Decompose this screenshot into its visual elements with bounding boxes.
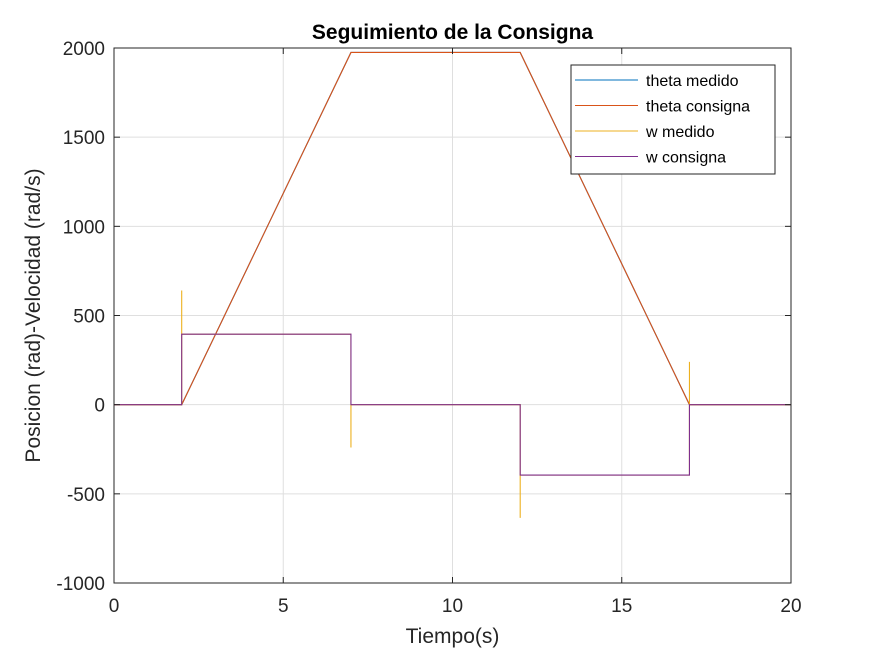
y-tick-label: 2000 <box>63 39 105 60</box>
y-tick-label: -1000 <box>56 574 105 595</box>
y-tick-label: 1500 <box>63 128 105 149</box>
series-line-3 <box>114 333 791 476</box>
legend-box <box>570 64 776 175</box>
y-tick-label: 1000 <box>63 217 105 238</box>
legend-entry-label: theta medido <box>646 73 739 90</box>
x-axis-label: Tiempo(s) <box>406 625 500 648</box>
x-tick-label: 10 <box>442 596 463 617</box>
legend-entry-label: w medido <box>645 124 715 141</box>
x-tick-label: 15 <box>611 596 632 617</box>
x-tick-label: 0 <box>109 596 120 617</box>
legend: theta medido theta consigna w medido w cons… <box>570 64 776 175</box>
legend-entry-label: w consigna <box>645 150 726 167</box>
axis-ticks: 0 5 10 15 20 -1000 -500 0 500 1000 1500 2000 <box>56 39 801 617</box>
x-tick-label: 5 <box>278 596 289 617</box>
y-tick-label: -500 <box>67 485 105 506</box>
series-lines <box>114 51 791 518</box>
chart-title: Seguimiento de la Consigna <box>312 21 594 44</box>
x-tick-label: 20 <box>780 596 801 617</box>
legend-entry-label: theta consigna <box>646 99 750 116</box>
y-tick-label: 0 <box>94 396 105 417</box>
y-axis-label: Posicion (rad)-Velocidad (rad/s) <box>22 168 45 462</box>
y-tick-label: 500 <box>73 307 105 328</box>
